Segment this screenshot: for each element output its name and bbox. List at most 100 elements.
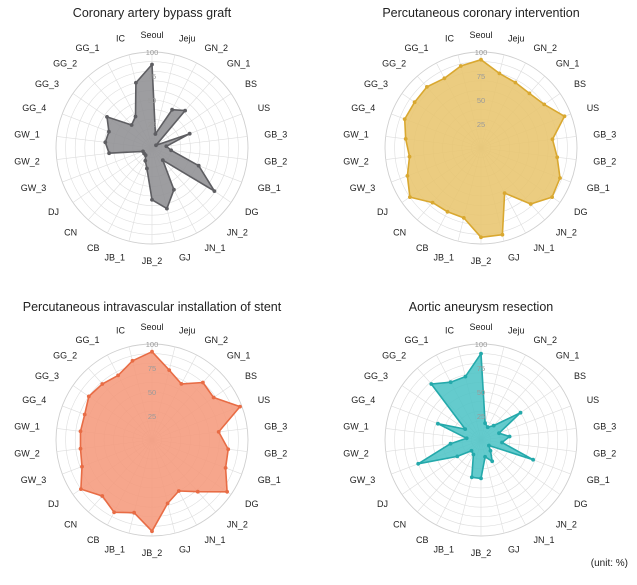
- category-label-dg: DG: [245, 499, 259, 509]
- data-point-cb: [471, 452, 476, 457]
- grid-spoke: [88, 147, 153, 221]
- data-point-gw-2: [407, 154, 412, 159]
- data-point-gb-1: [558, 176, 562, 180]
- category-label-jeju: Jeju: [179, 325, 196, 335]
- category-label-gw-2: GW_2: [343, 157, 369, 167]
- data-point-gn-2: [170, 107, 175, 112]
- category-label-gg-3: GG_3: [35, 371, 59, 381]
- category-label-jn-1: JN_1: [205, 535, 226, 545]
- category-label-gg-4: GG_4: [22, 103, 46, 113]
- category-label-gn-2: GN_2: [205, 335, 229, 345]
- tick-label: 50: [477, 96, 485, 105]
- tick-label: 50: [148, 96, 156, 105]
- data-point-jeju: [167, 368, 172, 372]
- category-label-gb-3: GB_3: [264, 129, 287, 139]
- data-point-jn-1: [172, 187, 176, 192]
- category-label-dj: DJ: [377, 207, 388, 217]
- data-point-gw-2: [448, 441, 453, 446]
- category-label-gg-1: GG_1: [404, 335, 428, 345]
- data-point-gg-2: [100, 382, 105, 386]
- category-label-gj: GJ: [508, 253, 520, 263]
- data-point-gg-1: [442, 76, 447, 81]
- category-label-gg-4: GG_4: [22, 395, 46, 405]
- data-point-gn-1: [183, 108, 188, 113]
- data-point-seoul: [479, 351, 483, 356]
- category-label-us: US: [587, 395, 600, 405]
- category-label-gw-2: GW_2: [343, 449, 369, 459]
- tick-label: 100: [475, 48, 488, 57]
- data-point-jn-2: [195, 489, 200, 494]
- category-label-jb-1: JB_1: [433, 253, 454, 263]
- category-label-jeju: Jeju: [508, 33, 525, 43]
- data-point-dg: [487, 443, 491, 448]
- category-label-gw-2: GW_2: [14, 157, 40, 167]
- category-label-gg-4: GG_4: [351, 395, 375, 405]
- data-point-gn-1: [201, 380, 205, 385]
- category-label-gb-2: GB_2: [264, 449, 287, 459]
- category-label-ic: IC: [116, 33, 126, 43]
- data-point-gw-2: [107, 151, 111, 156]
- data-point-us: [238, 404, 242, 409]
- data-point-cn: [430, 200, 435, 205]
- tick-label: 75: [477, 72, 485, 81]
- category-label-gb-1: GB_1: [587, 183, 610, 193]
- data-point-gn-2: [485, 425, 490, 430]
- category-label-gg-1: GG_1: [75, 335, 99, 345]
- category-label-gn-1: GN_1: [227, 350, 251, 360]
- data-point-jn-2: [160, 158, 165, 163]
- category-label-gw-3: GW_3: [350, 183, 376, 193]
- category-label-seoul: Seoul: [140, 30, 163, 40]
- category-label-jn-2: JN_2: [556, 520, 577, 530]
- category-label-dg: DG: [245, 207, 259, 217]
- data-point-gb-2: [226, 447, 231, 452]
- category-label-gw-3: GW_3: [350, 475, 376, 485]
- category-label-gg-2: GG_2: [53, 58, 77, 68]
- category-label-cb: CB: [416, 535, 429, 545]
- category-label-gg-2: GG_2: [382, 350, 406, 360]
- category-label-gg-1: GG_1: [75, 43, 99, 53]
- data-point-ic: [134, 80, 138, 85]
- data-point-gw-3: [141, 149, 145, 154]
- data-point-jb-2: [150, 197, 154, 202]
- data-point-gb-2: [555, 155, 560, 160]
- category-label-dj: DJ: [377, 499, 388, 509]
- category-label-jeju: Jeju: [508, 325, 525, 335]
- data-point-gg-2: [429, 382, 434, 386]
- category-label-cn: CN: [64, 228, 77, 238]
- data-point-gw-1: [464, 436, 469, 441]
- category-label-gg-1: GG_1: [404, 43, 428, 53]
- category-label-ic: IC: [445, 325, 455, 335]
- series-area: [104, 63, 216, 210]
- data-point-gw-3: [80, 464, 84, 469]
- category-label-ic: IC: [116, 325, 126, 335]
- data-point-ic: [458, 64, 463, 68]
- category-label-gw-1: GW_1: [14, 421, 40, 431]
- category-label-jeju: Jeju: [179, 33, 196, 43]
- chart-title: Percutaneous coronary intervention: [382, 6, 579, 20]
- data-point-dg: [212, 189, 217, 194]
- category-label-jb-2: JB_2: [471, 548, 492, 558]
- data-point-gg-3: [412, 100, 417, 105]
- category-label-jn-2: JN_2: [556, 228, 577, 238]
- category-label-jb-2: JB_2: [142, 548, 163, 558]
- data-point-gn-1: [527, 91, 532, 96]
- category-label-seoul: Seoul: [469, 322, 492, 332]
- data-point-jn-1: [176, 489, 181, 493]
- category-label-bs: BS: [245, 79, 257, 89]
- data-point-dj: [79, 487, 83, 491]
- data-point-gn-1: [491, 423, 496, 428]
- category-label-gn-2: GN_2: [534, 335, 558, 345]
- category-label-gg-3: GG_3: [364, 79, 388, 89]
- category-label-jb-1: JB_1: [104, 253, 125, 263]
- data-point-jb-1: [461, 216, 466, 220]
- data-point-jeju: [153, 132, 158, 136]
- category-label-us: US: [587, 103, 600, 113]
- category-label-gw-3: GW_3: [21, 475, 47, 485]
- category-label-cb: CB: [87, 535, 100, 545]
- category-label-gw-1: GW_1: [343, 421, 369, 431]
- data-point-gg-4: [436, 421, 440, 426]
- data-point-gb-1: [531, 457, 535, 462]
- category-label-cn: CN: [393, 228, 406, 238]
- data-point-gb-2: [500, 440, 504, 445]
- data-point-jb-1: [469, 475, 474, 480]
